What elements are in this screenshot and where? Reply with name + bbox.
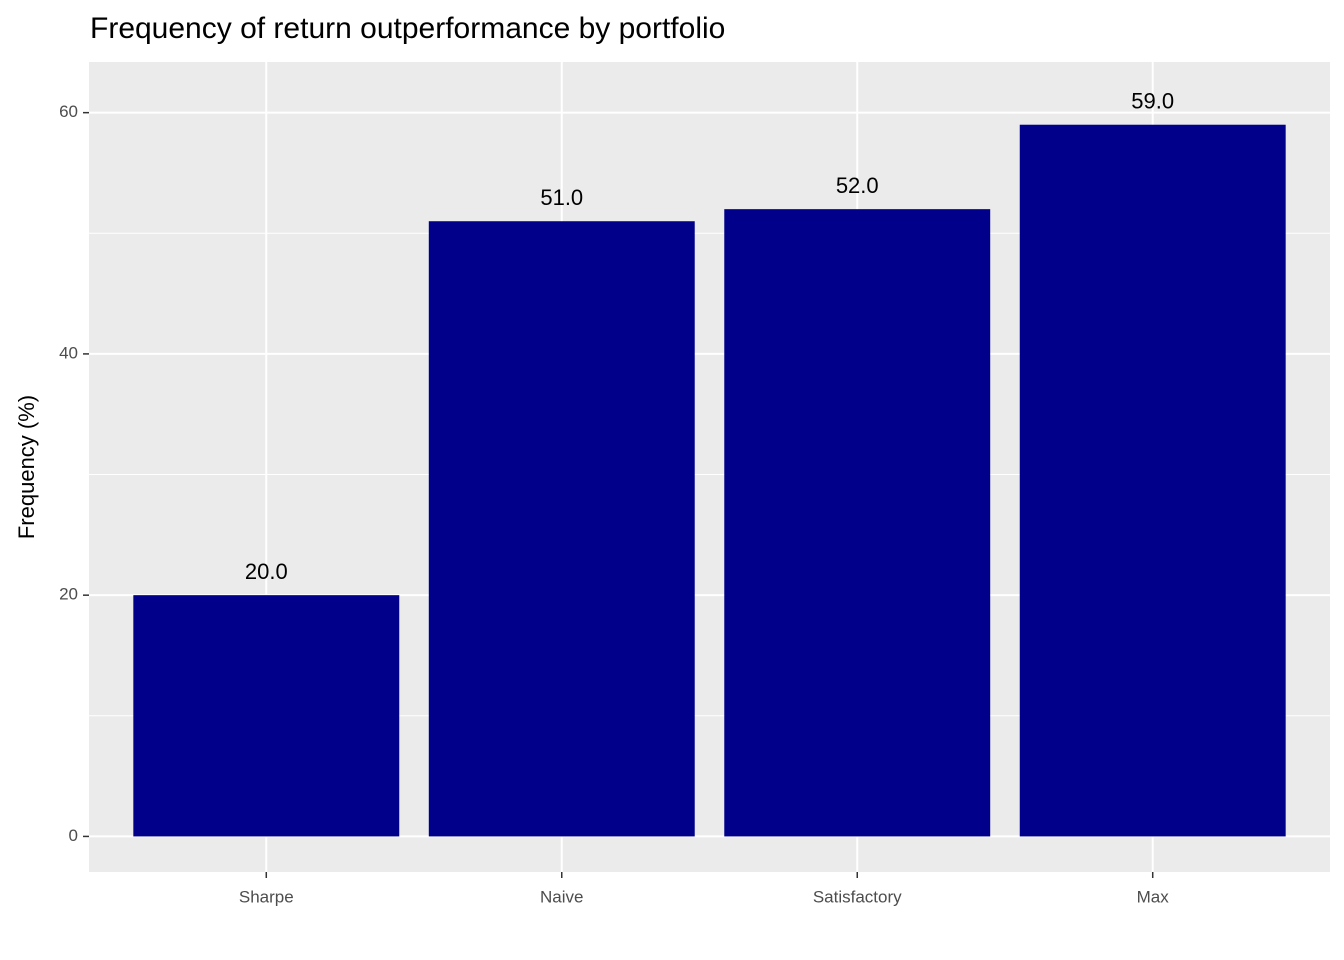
bar [428,221,695,837]
bar [133,595,400,837]
x-tick-label: Sharpe [239,887,294,906]
y-tick-label: 40 [59,343,78,362]
bar [1019,124,1286,837]
x-tick-label: Max [1137,887,1170,906]
value-label: 51.0 [540,185,583,210]
y-axis-label: Frequency (%) [14,395,39,539]
y-tick-label: 0 [69,826,78,845]
bar [724,209,991,837]
chart-title: Frequency of return outperformance by po… [90,12,725,45]
y-tick-label: 60 [59,102,78,121]
value-label: 59.0 [1131,89,1174,114]
value-label: 52.0 [836,173,879,198]
x-tick-label: Satisfactory [813,887,902,906]
x-tick-label: Naive [540,887,583,906]
value-label: 20.0 [245,559,288,584]
y-tick-label: 20 [59,585,78,604]
